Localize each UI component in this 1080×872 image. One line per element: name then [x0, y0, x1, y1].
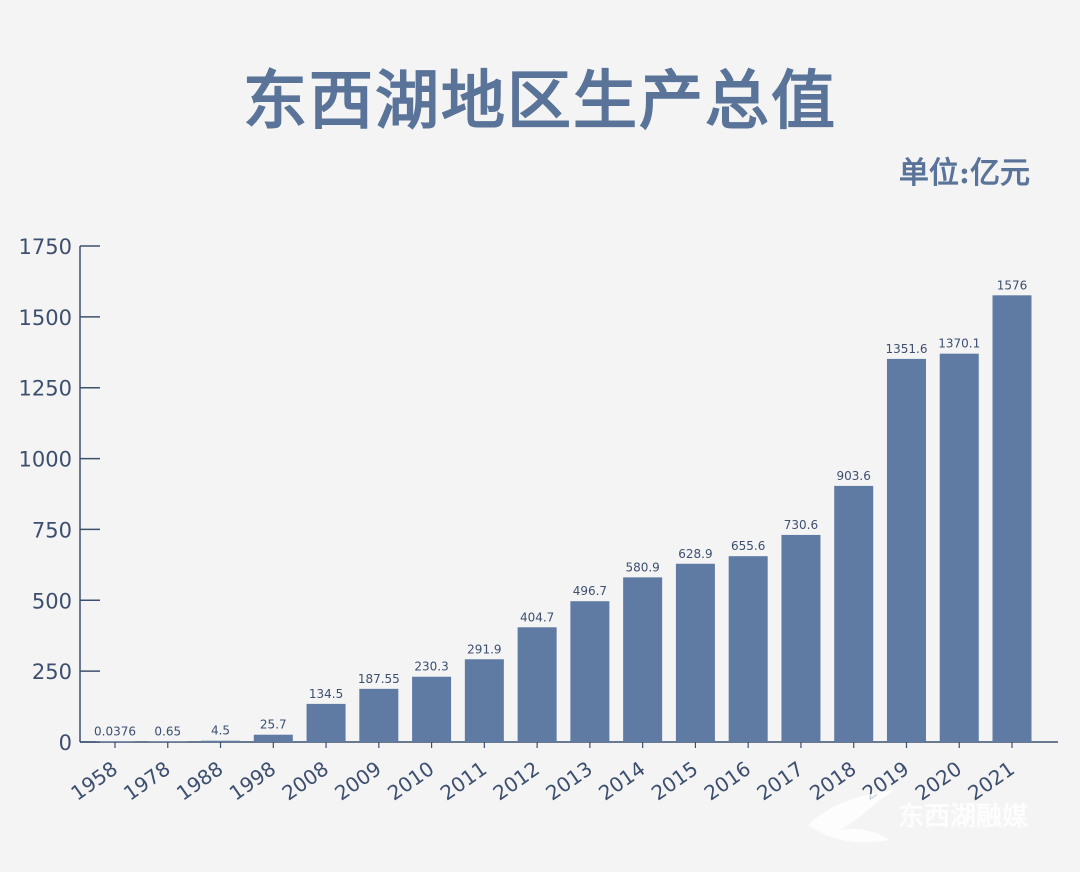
bar-2020: [939, 353, 979, 742]
x-tick-label-2008: 2008: [277, 756, 332, 805]
bar-2012: [517, 627, 557, 742]
bar-2009: [359, 688, 399, 742]
value-label-2014: 580.9: [625, 560, 659, 574]
watermark-text: 东西湖融媒: [898, 801, 1029, 832]
x-tick-label-2010: 2010: [383, 756, 438, 805]
bar-1988: [201, 740, 241, 742]
bar-2016: [728, 556, 768, 742]
value-label-2011: 291.9: [467, 642, 501, 656]
value-label-2016: 655.6: [731, 539, 765, 553]
bar-2008: [306, 703, 346, 742]
bar-1958: [95, 741, 135, 742]
x-axis: [80, 741, 1058, 748]
y-tick-label: 250: [32, 660, 72, 684]
bar-2019: [886, 358, 926, 742]
y-tick-label: 500: [32, 589, 72, 613]
x-tick-label-1988: 1988: [172, 756, 227, 805]
chart-title: 东西湖地区生产总值: [243, 64, 837, 139]
value-label-1988: 4.5: [211, 724, 230, 738]
x-tick-label-2014: 2014: [594, 756, 649, 805]
value-labels: 0.0376 0.65 4.5 25.7 134.5 187.55 230.3 291.9 40…: [94, 278, 1027, 738]
bird-icon: [808, 790, 895, 843]
bar-2010: [412, 676, 452, 742]
value-label-2020: 1370.1: [938, 337, 980, 351]
bar-2017: [781, 534, 821, 742]
y-tick-label: 1750: [19, 235, 72, 259]
y-tick-label: 0: [59, 731, 72, 755]
value-label-2009: 187.55: [358, 672, 400, 686]
watermark-logo: 东西湖融媒: [808, 790, 1029, 843]
x-tick-label-2009: 2009: [330, 756, 385, 805]
value-label-1998: 25.7: [260, 718, 287, 732]
x-tick-label-1998: 1998: [225, 756, 280, 805]
value-label-2018: 903.6: [837, 469, 871, 483]
x-tick-label-2016: 2016: [700, 756, 755, 805]
y-tick-label: 1250: [19, 377, 72, 401]
value-label-2019: 1351.6: [885, 342, 927, 356]
value-label-2021: 1576: [997, 278, 1028, 292]
x-tick-label-2012: 2012: [489, 756, 544, 805]
bar-2014: [623, 577, 663, 742]
x-tick-label-2011: 2011: [436, 756, 491, 805]
value-label-2013: 496.7: [573, 584, 607, 598]
bar-2018: [834, 485, 874, 742]
value-label-1978: 0.65: [154, 725, 181, 739]
x-tick-label-2013: 2013: [541, 756, 596, 805]
bars: [95, 295, 1032, 742]
x-tick-label-2015: 2015: [647, 756, 702, 805]
unit-label: 单位:亿元: [898, 156, 1030, 191]
y-tick-label: 1000: [19, 448, 72, 472]
bar-1978: [148, 741, 188, 742]
value-label-2015: 628.9: [678, 547, 712, 561]
y-tick-label: 750: [32, 518, 72, 542]
x-tick-label-1978: 1978: [119, 756, 174, 805]
bar-2011: [464, 659, 504, 742]
value-label-2008: 134.5: [309, 687, 343, 701]
value-label-2010: 230.3: [414, 660, 448, 674]
bar-2015: [675, 563, 715, 742]
y-tick-label: 1500: [19, 306, 72, 330]
bar-2013: [570, 601, 610, 742]
value-label-1958: 0.0376: [94, 725, 136, 739]
bar-2021: [992, 295, 1032, 742]
bar-1998: [253, 734, 293, 742]
y-axis: 0 250 500 750 1000 1250 1500 1750: [19, 235, 100, 755]
x-tick-label-1958: 1958: [66, 756, 121, 805]
value-label-2012: 404.7: [520, 610, 554, 624]
value-label-2017: 730.6: [784, 518, 818, 532]
